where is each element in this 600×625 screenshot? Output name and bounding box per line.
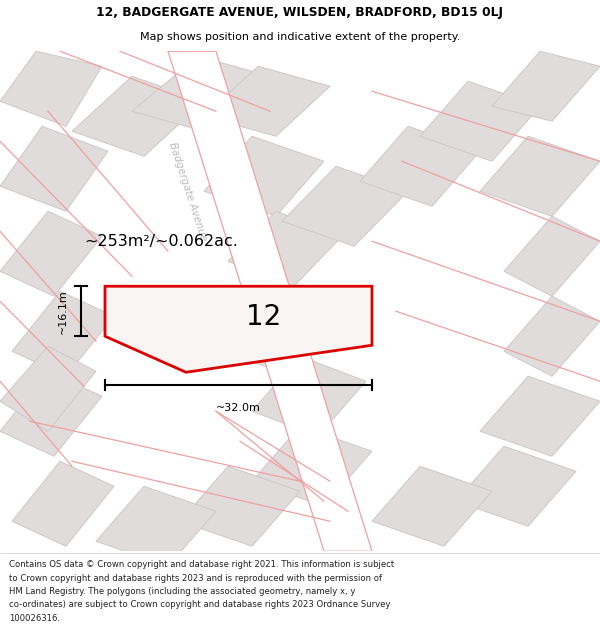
Text: 12: 12 bbox=[247, 303, 281, 331]
Polygon shape bbox=[504, 216, 600, 296]
Polygon shape bbox=[96, 486, 216, 566]
Polygon shape bbox=[282, 166, 408, 246]
Text: HM Land Registry. The polygons (including the associated geometry, namely x, y: HM Land Registry. The polygons (includin… bbox=[9, 587, 355, 596]
Polygon shape bbox=[204, 66, 330, 136]
Text: co-ordinates) are subject to Crown copyright and database rights 2023 Ordnance S: co-ordinates) are subject to Crown copyr… bbox=[9, 601, 391, 609]
Polygon shape bbox=[0, 211, 102, 296]
Polygon shape bbox=[360, 126, 480, 206]
Text: Map shows position and indicative extent of the property.: Map shows position and indicative extent… bbox=[140, 32, 460, 42]
Text: Contains OS data © Crown copyright and database right 2021. This information is : Contains OS data © Crown copyright and d… bbox=[9, 560, 394, 569]
Text: ~32.0m: ~32.0m bbox=[216, 402, 261, 412]
Polygon shape bbox=[0, 51, 102, 126]
Text: to Crown copyright and database rights 2023 and is reproduced with the permissio: to Crown copyright and database rights 2… bbox=[9, 574, 382, 582]
Polygon shape bbox=[72, 76, 204, 156]
Polygon shape bbox=[480, 136, 600, 216]
Polygon shape bbox=[480, 376, 600, 456]
Text: ~253m²/~0.062ac.: ~253m²/~0.062ac. bbox=[84, 234, 238, 249]
Polygon shape bbox=[216, 296, 330, 371]
Polygon shape bbox=[12, 291, 114, 376]
Polygon shape bbox=[372, 466, 492, 546]
Polygon shape bbox=[132, 56, 270, 131]
Polygon shape bbox=[105, 286, 372, 372]
Polygon shape bbox=[0, 371, 102, 456]
Polygon shape bbox=[456, 446, 576, 526]
Text: Badgergate Avenue: Badgergate Avenue bbox=[167, 141, 209, 242]
Polygon shape bbox=[12, 461, 114, 546]
Polygon shape bbox=[0, 126, 108, 211]
Polygon shape bbox=[204, 136, 324, 216]
Text: 100026316.: 100026316. bbox=[9, 614, 60, 622]
Text: 12, BADGERGATE AVENUE, WILSDEN, BRADFORD, BD15 0LJ: 12, BADGERGATE AVENUE, WILSDEN, BRADFORD… bbox=[97, 6, 503, 19]
Polygon shape bbox=[168, 51, 372, 551]
Polygon shape bbox=[492, 51, 600, 121]
Polygon shape bbox=[420, 81, 540, 161]
Polygon shape bbox=[252, 356, 366, 436]
Polygon shape bbox=[252, 426, 372, 506]
Polygon shape bbox=[228, 211, 342, 286]
Text: ~16.1m: ~16.1m bbox=[58, 289, 68, 334]
Polygon shape bbox=[180, 466, 300, 546]
Polygon shape bbox=[0, 346, 96, 431]
Polygon shape bbox=[504, 296, 600, 376]
